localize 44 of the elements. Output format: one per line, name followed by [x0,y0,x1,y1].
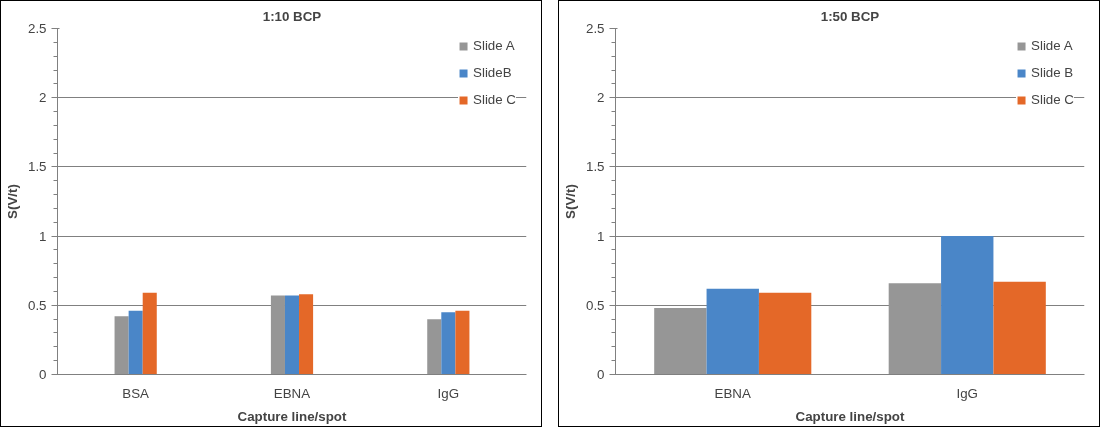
x-tick-label: EBNA [273,385,311,401]
x-tick-label: IgG [956,385,978,401]
bar [941,236,994,375]
x-axis-title: Capture line/spot [795,408,905,424]
chart-title: 1:50 BCP [820,8,880,24]
y-axis-title: S(V/t) [562,184,578,219]
legend-label: Slide A [1031,38,1073,53]
bar [455,310,470,375]
y-tick-label: 2 [597,90,605,106]
bar [706,288,759,375]
bar [888,283,942,375]
y-tick-label: 1 [39,228,47,244]
legend-label: Slide A [473,38,515,53]
y-tick-label: 2 [39,90,47,106]
x-axis-title: Capture line/spot [237,408,347,424]
bar [270,295,285,375]
bar [427,319,442,375]
y-tick-label: 0.5 [27,297,47,313]
bar [299,294,314,375]
bar [128,310,143,375]
bar [114,316,129,375]
x-tick-label: IgG [437,385,460,401]
x-tick-label: EBNA [714,385,752,401]
y-axis-title: S(V/t) [4,184,20,219]
legend-label: Slide C [1031,92,1074,107]
bar [654,308,707,375]
legend-label: SlideB [473,65,512,80]
legend-label: Slide C [473,92,516,107]
bar [284,295,300,375]
y-tick-label: 0.5 [585,297,605,313]
y-tick-label: 1 [597,228,605,244]
bar [758,292,812,375]
x-tick-label: BSA [122,385,150,401]
y-tick-label: 0 [39,367,47,382]
legend-label: Slide B [1031,65,1074,80]
y-tick-label: 2.5 [27,21,47,36]
y-tick-label: 1.5 [27,159,47,175]
y-tick-label: 0 [597,367,605,382]
y-tick-label: 1.5 [585,159,605,175]
bar [993,281,1046,375]
bar [441,312,456,375]
bar [142,292,157,375]
chart-title: 1:10 BCP [262,8,322,24]
y-tick-label: 2.5 [585,21,605,36]
